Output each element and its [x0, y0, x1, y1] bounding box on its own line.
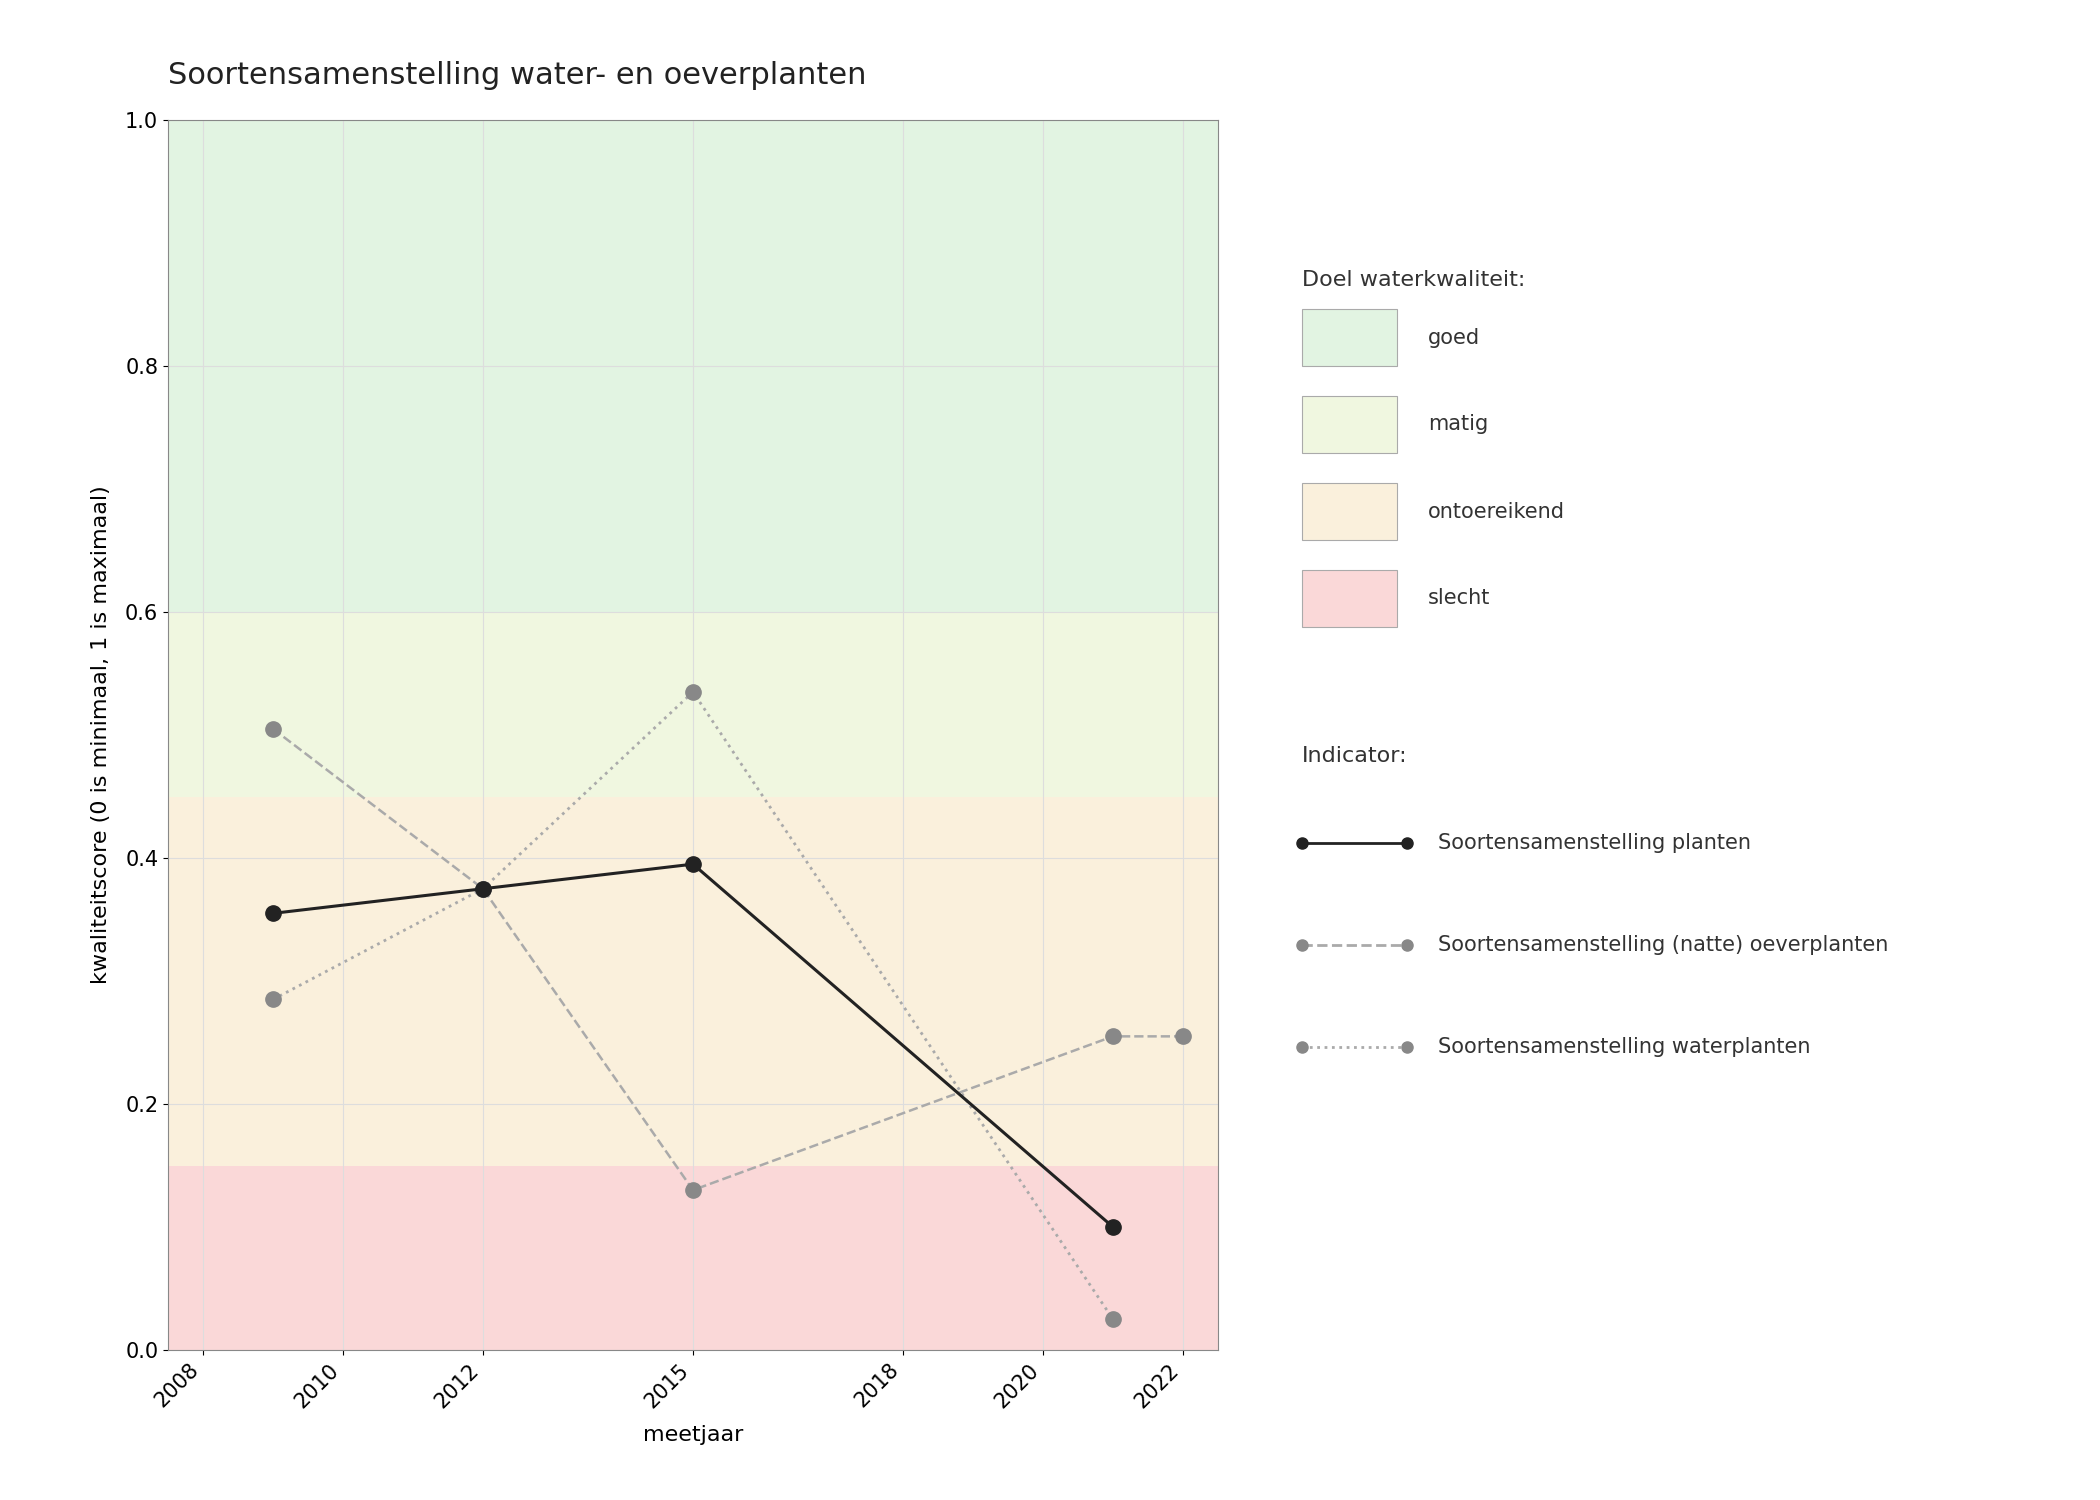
Text: Doel waterkwaliteit:: Doel waterkwaliteit: [1302, 270, 1525, 290]
Text: Soortensamenstelling (natte) oeverplanten: Soortensamenstelling (natte) oeverplante… [1438, 934, 1888, 956]
Soortensamenstelling (natte) oeverplanten [470, 879, 496, 897]
Soortensamenstelling (natte) oeverplanten [260, 720, 286, 738]
Bar [168, 796, 1218, 1166]
Line: Soortensamenstelling (natte) oeverplanten: Soortensamenstelling (natte) oeverplante… [265, 722, 1191, 1197]
Text: Soortensamenstelling waterplanten: Soortensamenstelling waterplanten [1438, 1036, 1810, 1058]
Text: slecht: slecht [1428, 588, 1491, 609]
Text: ontoereikend: ontoereikend [1428, 501, 1564, 522]
Soortensamenstelling (natte) oeverplanten [1170, 1028, 1195, 1045]
Text: Soortensamenstelling water- en oeverplanten: Soortensamenstelling water- en oeverplan… [168, 62, 867, 90]
Soortensamenstelling planten [1100, 1218, 1126, 1236]
Soortensamenstelling planten [470, 879, 496, 897]
Line: Soortensamenstelling waterplanten: Soortensamenstelling waterplanten [265, 684, 1121, 1328]
Y-axis label: kwaliteitscore (0 is minimaal, 1 is maximaal): kwaliteitscore (0 is minimaal, 1 is maxi… [90, 486, 111, 984]
Soortensamenstelling waterplanten [680, 682, 706, 700]
Text: goed: goed [1428, 327, 1480, 348]
X-axis label: meetjaar: meetjaar [643, 1425, 743, 1444]
Soortensamenstelling waterplanten [1100, 1311, 1126, 1329]
Bar [168, 612, 1218, 797]
Soortensamenstelling waterplanten [260, 990, 286, 1008]
Bar [168, 120, 1218, 612]
Bar [168, 1166, 1218, 1350]
Soortensamenstelling planten [260, 904, 286, 922]
Soortensamenstelling (natte) oeverplanten [680, 1180, 706, 1198]
Text: Indicator:: Indicator: [1302, 746, 1407, 765]
Soortensamenstelling waterplanten [470, 879, 496, 897]
Soortensamenstelling planten [680, 855, 706, 873]
Text: Soortensamenstelling planten: Soortensamenstelling planten [1438, 833, 1751, 854]
Line: Soortensamenstelling planten: Soortensamenstelling planten [265, 856, 1121, 1234]
Soortensamenstelling (natte) oeverplanten [1100, 1028, 1126, 1045]
Text: matig: matig [1428, 414, 1489, 435]
